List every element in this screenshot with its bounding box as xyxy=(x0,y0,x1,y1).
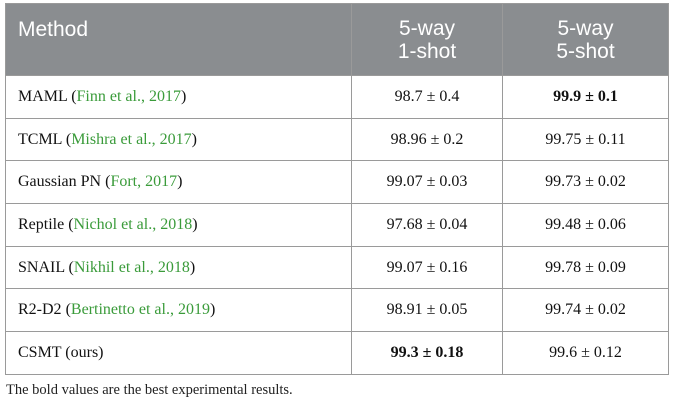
citation-link[interactable]: Fort, 2017 xyxy=(110,173,178,191)
score-1shot: 98.91 ± 0.05 xyxy=(351,288,503,333)
citation-link[interactable]: Nikhil et al., 2018 xyxy=(73,258,190,276)
score-5shot: 99.9 ± 0.1 xyxy=(502,75,669,119)
header-5way-5shot-line2: 5-shot xyxy=(556,39,615,63)
table-row: Gaussian PN (Fort, 2017) 99.07 ± 0.03 99… xyxy=(5,160,669,205)
table-row: Reptile (Nichol et al., 2018) 97.68 ± 0.… xyxy=(5,203,669,247)
header-5way-5shot-line1: 5-way xyxy=(557,16,614,40)
score-1shot: 99.07 ± 0.16 xyxy=(351,245,503,290)
citation-link[interactable]: Nichol et al., 2018 xyxy=(73,215,193,233)
table-row: SNAIL (Nikhil et al., 2018) 99.07 ± 0.16… xyxy=(5,245,669,290)
score-1shot: 98.96 ± 0.2 xyxy=(351,117,503,162)
method-name: R2-D2 xyxy=(18,301,62,319)
header-method: Method xyxy=(5,3,352,76)
method-name: Reptile xyxy=(18,215,65,233)
method-cell: Reptile (Nichol et al., 2018) xyxy=(5,203,352,247)
score-5shot: 99.75 ± 0.11 xyxy=(502,117,669,162)
citation-link[interactable]: Bertinetto et al., 2019 xyxy=(70,301,210,319)
header-5way-1shot-line2: 1-shot xyxy=(397,39,457,63)
method-name: MAML xyxy=(18,87,68,105)
method-cell: TCML (Mishra et al., 2017) xyxy=(5,117,352,162)
method-name: Gaussian PN xyxy=(18,173,102,191)
score-5shot: 99.73 ± 0.02 xyxy=(502,160,669,205)
citation-link[interactable]: Mishra et al., 2017 xyxy=(71,130,192,148)
score-5shot: 99.6 ± 0.12 xyxy=(502,331,669,375)
method-cell: R2-D2 (Bertinetto et al., 2019) xyxy=(5,288,352,333)
method-name: CSMT (ours) xyxy=(18,343,104,361)
score-5shot: 99.74 ± 0.02 xyxy=(502,288,669,333)
score-5shot: 99.78 ± 0.09 xyxy=(502,245,669,290)
table-header-row: Method 5-way 1-shot 5-way 5-shot xyxy=(5,3,669,76)
table-row: CSMT (ours) 99.3 ± 0.18 99.6 ± 0.12 xyxy=(5,331,669,375)
score-5shot: 99.48 ± 0.06 xyxy=(502,203,669,247)
table-row: R2-D2 (Bertinetto et al., 2019) 98.91 ± … xyxy=(5,288,669,333)
method-cell: CSMT (ours) xyxy=(5,331,352,375)
method-cell: Gaussian PN (Fort, 2017) xyxy=(5,160,352,205)
score-1shot: 99.3 ± 0.18 xyxy=(351,331,503,375)
method-cell: MAML (Finn et al., 2017) xyxy=(5,75,352,119)
method-cell: SNAIL (Nikhil et al., 2018) xyxy=(5,245,352,290)
method-name: TCML xyxy=(18,130,62,148)
score-1shot: 99.07 ± 0.03 xyxy=(351,160,503,205)
score-1shot: 97.68 ± 0.04 xyxy=(351,203,503,247)
header-5way-1shot: 5-way 1-shot xyxy=(351,3,503,76)
table-row: TCML (Mishra et al., 2017) 98.96 ± 0.2 9… xyxy=(5,117,669,162)
header-5way-1shot-line1: 5-way xyxy=(398,16,456,40)
table-row: MAML (Finn et al., 2017) 98.7 ± 0.4 99.9… xyxy=(5,75,669,119)
method-name: SNAIL xyxy=(18,258,65,276)
table-footnote: The bold values are the best experimenta… xyxy=(6,382,293,398)
results-table: Method 5-way 1-shot 5-way 5-shot MAML (F… xyxy=(5,3,669,375)
citation-link[interactable]: Finn et al., 2017 xyxy=(76,87,181,105)
score-1shot: 98.7 ± 0.4 xyxy=(351,75,503,119)
header-5way-5shot: 5-way 5-shot xyxy=(502,3,669,76)
